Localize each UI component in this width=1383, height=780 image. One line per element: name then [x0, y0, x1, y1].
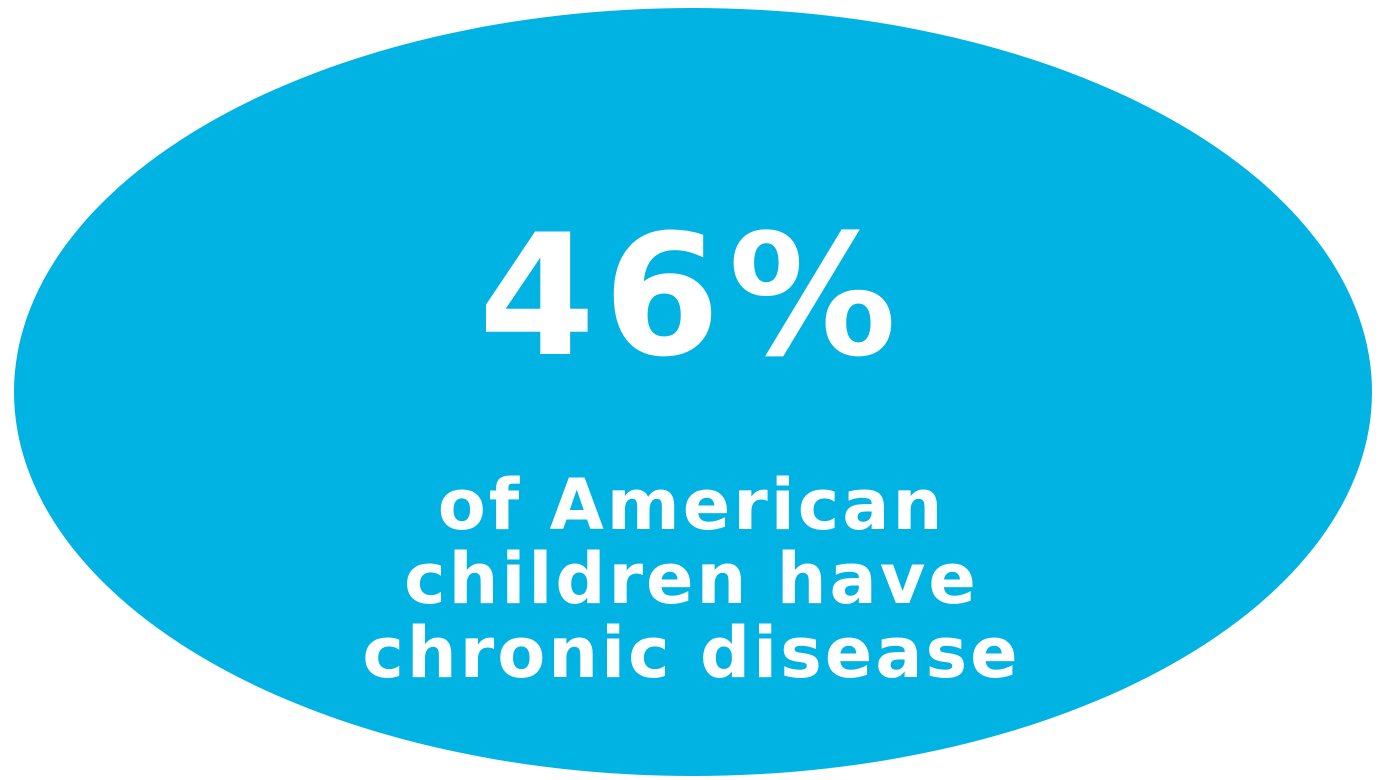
caption-line-1: of American [437, 464, 946, 546]
stat-value: 46% [478, 198, 905, 394]
caption-line-2: children have [404, 538, 979, 620]
stat-caption: of American children have chronic diseas… [0, 468, 1383, 690]
caption-line-3: chronic disease [362, 612, 1021, 694]
stat-circle [14, 8, 1372, 776]
